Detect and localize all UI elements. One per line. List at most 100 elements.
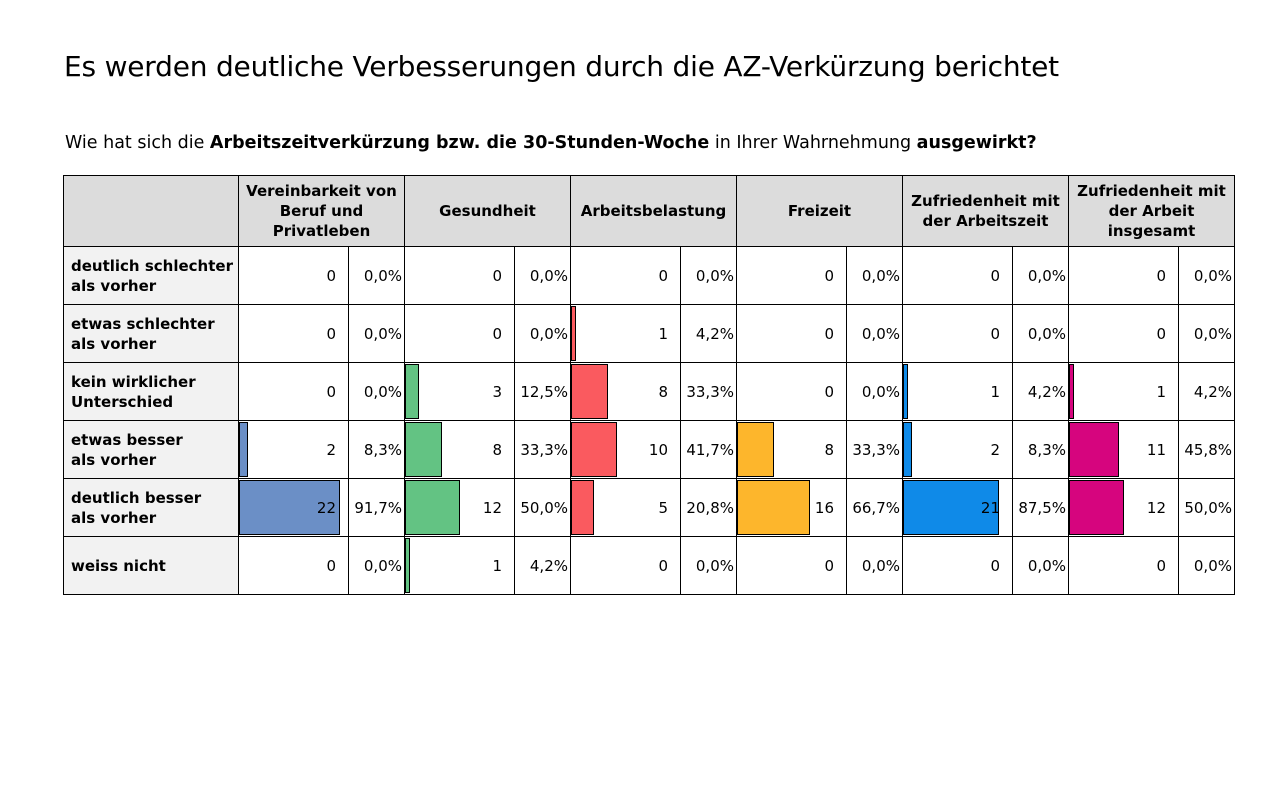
- count-value: 0: [658, 556, 668, 575]
- count-value: 0: [824, 324, 834, 343]
- column-header-line: Beruf und: [279, 202, 364, 220]
- column-header-line: Arbeitsbelastung: [580, 202, 727, 220]
- count-value: 21: [980, 498, 1000, 517]
- page-title: Es werden deutliche Verbesserungen durch…: [64, 50, 1059, 83]
- header-row: Vereinbarkeit von Beruf und Privatleben Ges…: [63, 175, 1235, 247]
- count-cell: 0: [1068, 536, 1179, 595]
- count-cell: 0: [238, 536, 349, 595]
- count-bar: [405, 538, 410, 593]
- row-label: weiss nicht: [63, 536, 239, 595]
- count-bar: [239, 422, 249, 477]
- column-header-line: Vereinbarkeit von: [246, 182, 397, 200]
- count-cell: 1: [570, 304, 681, 363]
- row-label-line: als vorher: [71, 508, 157, 527]
- percent-value: 45,8%: [1178, 420, 1235, 479]
- count-cell: 8: [736, 420, 847, 479]
- count-cell: 0: [736, 362, 847, 421]
- count-value: 0: [326, 324, 336, 343]
- percent-value: 33,3%: [514, 420, 571, 479]
- count-cell: 0: [570, 536, 681, 595]
- count-cell: 10: [570, 420, 681, 479]
- column-header-3: Freizeit: [736, 175, 903, 247]
- column-header-line: Zufriedenheit mit: [911, 192, 1060, 210]
- column-header-line: Zufriedenheit mit: [1077, 182, 1226, 200]
- count-bar: [1069, 422, 1120, 477]
- question-part-0: Wie hat sich die: [65, 133, 210, 153]
- column-header-line: Privatleben: [272, 222, 371, 240]
- count-cell: 12: [404, 478, 515, 537]
- count-cell: 1: [404, 536, 515, 595]
- count-value: 1: [1156, 382, 1166, 401]
- column-header-1: Gesundheit: [404, 175, 571, 247]
- count-bar: [737, 422, 774, 477]
- count-value: 1: [658, 324, 668, 343]
- percent-value: 0,0%: [348, 304, 405, 363]
- percent-value: 0,0%: [348, 536, 405, 595]
- row-label-line: etwas besser: [71, 430, 183, 449]
- count-bar: [903, 364, 908, 419]
- count-cell: 3: [404, 362, 515, 421]
- count-cell: 0: [736, 246, 847, 305]
- count-value: 0: [492, 266, 502, 285]
- percent-value: 0,0%: [348, 362, 405, 421]
- percent-value: 0,0%: [1178, 246, 1235, 305]
- count-value: 0: [326, 266, 336, 285]
- count-cell: 1: [902, 362, 1013, 421]
- count-cell: 22: [238, 478, 349, 537]
- count-cell: 8: [570, 362, 681, 421]
- count-cell: 11: [1068, 420, 1179, 479]
- percent-value: 20,8%: [680, 478, 737, 537]
- percent-value: 50,0%: [1178, 478, 1235, 537]
- row-label-line: weiss nicht: [71, 556, 166, 575]
- row-label-line: als vorher: [71, 276, 157, 295]
- count-value: 3: [492, 382, 502, 401]
- percent-value: 4,2%: [1012, 362, 1069, 421]
- count-cell: 0: [404, 304, 515, 363]
- row-label-line: Unterschied: [71, 392, 174, 411]
- count-value: 0: [492, 324, 502, 343]
- count-value: 0: [326, 556, 336, 575]
- percent-value: 0,0%: [1012, 536, 1069, 595]
- count-value: 22: [316, 498, 336, 517]
- count-bar: [571, 306, 576, 361]
- table-row: deutlich schlechter als vorher 0 0,0% 0 0,0% 0…: [63, 246, 1235, 305]
- percent-value: 0,0%: [1178, 536, 1235, 595]
- percent-value: 0,0%: [1178, 304, 1235, 363]
- question-part-1: Arbeitszeitverkürzung bzw. die 30-Stunde…: [209, 133, 710, 153]
- count-bar: [571, 480, 594, 535]
- row-label-line: deutlich schlechter: [71, 256, 233, 275]
- percent-value: 0,0%: [680, 536, 737, 595]
- count-cell: 0: [238, 246, 349, 305]
- count-bar: [1069, 364, 1074, 419]
- row-label-line: als vorher: [71, 450, 157, 469]
- count-value: 16: [814, 498, 834, 517]
- count-value: 0: [990, 266, 1000, 285]
- percent-value: 33,3%: [680, 362, 737, 421]
- count-value: 10: [648, 440, 668, 459]
- count-value: 5: [658, 498, 668, 517]
- percent-value: 0,0%: [514, 304, 571, 363]
- count-bar: [903, 422, 913, 477]
- percent-value: 33,3%: [846, 420, 903, 479]
- count-value: 0: [1156, 556, 1166, 575]
- count-bar: [405, 364, 419, 419]
- count-cell: 0: [736, 536, 847, 595]
- count-cell: 0: [736, 304, 847, 363]
- percent-value: 0,0%: [514, 246, 571, 305]
- count-cell: 0: [902, 536, 1013, 595]
- row-label-line: als vorher: [71, 334, 157, 353]
- count-value: 0: [1156, 324, 1166, 343]
- column-header-line: der Arbeitszeit: [922, 212, 1049, 230]
- count-bar: [405, 422, 442, 477]
- table-row: deutlich besser als vorher 22 91,7% 12 50,0% 5…: [63, 478, 1235, 537]
- column-header-2: Arbeitsbelastung: [570, 175, 737, 247]
- percent-value: 4,2%: [514, 536, 571, 595]
- count-value: 11: [1146, 440, 1166, 459]
- percent-value: 91,7%: [348, 478, 405, 537]
- percent-value: 0,0%: [348, 246, 405, 305]
- count-value: 0: [658, 266, 668, 285]
- percent-value: 0,0%: [1012, 304, 1069, 363]
- count-cell: 0: [404, 246, 515, 305]
- count-value: 1: [492, 556, 502, 575]
- row-label-line: kein wirklicher: [71, 372, 196, 391]
